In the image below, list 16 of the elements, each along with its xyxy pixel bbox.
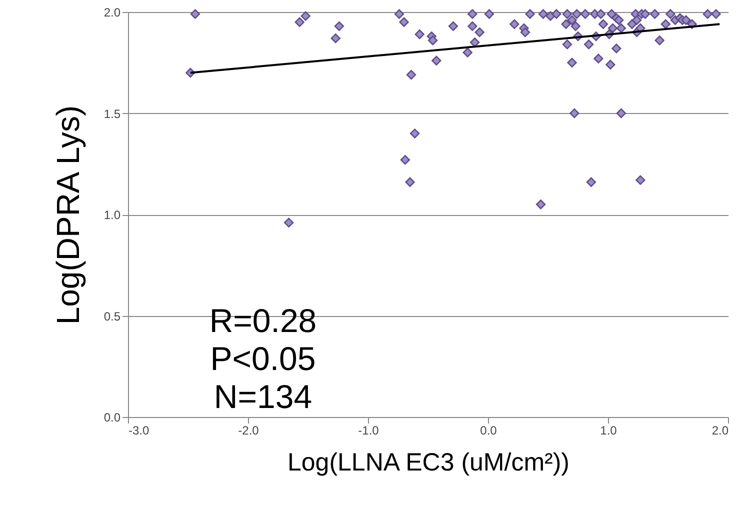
y-tick-label: 1.5	[104, 106, 121, 121]
x-tick-label: 2.0	[712, 424, 729, 438]
y-tick-label: 1.0	[104, 208, 121, 222]
x-axis-title: Log(LLNA EC3 (uM/cm²))	[287, 448, 570, 476]
y-tick-label: 0.5	[104, 309, 121, 324]
annotation: P<0.05	[210, 340, 316, 377]
y-tick-label: 2.0	[104, 6, 121, 20]
annotation: R=0.28	[209, 302, 317, 339]
x-tick-label: -3.0	[128, 424, 150, 438]
x-tick-label: 0.0	[480, 424, 498, 438]
x-tick-label: -1.0	[358, 424, 380, 438]
x-tick-label: -2.0	[238, 424, 260, 438]
y-tick-label: 0.0	[104, 410, 121, 424]
annotation: N=134	[214, 378, 312, 415]
y-axis-title: Log(DPRA Lys)	[50, 105, 86, 325]
x-tick-label: 1.0	[600, 424, 618, 438]
